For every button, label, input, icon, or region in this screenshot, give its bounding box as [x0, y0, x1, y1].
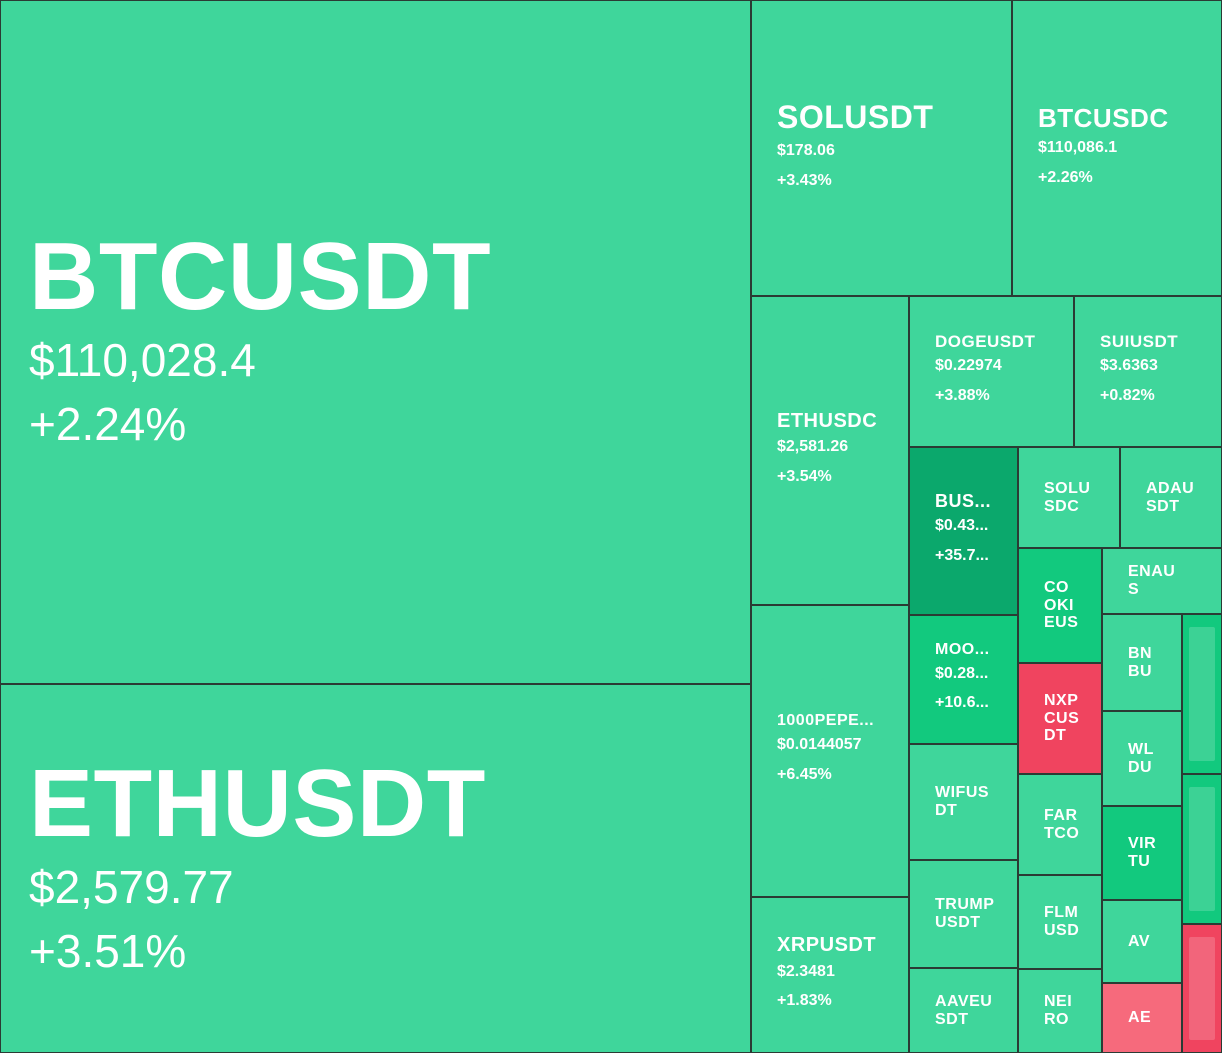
price: $0.28...	[935, 664, 989, 682]
symbol: XRPUSDT	[777, 934, 877, 957]
symbol: NXPCUSDT	[1044, 691, 1080, 745]
symbol: SOLUSDT	[777, 99, 934, 136]
tile: AV	[1102, 900, 1182, 983]
symbol: COOKIEUS	[1044, 578, 1079, 632]
price: $2,581.26	[777, 438, 849, 456]
tile: SUIUSDT $3.6363 +0.82%	[1074, 296, 1222, 447]
symbol: TRUMPUSDT	[935, 896, 995, 931]
symbol: WLDU	[1128, 740, 1154, 776]
tile: BTCUSDC $110,086.1 +2.26%	[1012, 0, 1222, 296]
symbol: MOO...	[935, 640, 990, 658]
tile: COOKIEUS	[1018, 548, 1102, 663]
symbol: ADAUSDT	[1146, 479, 1195, 515]
change: +3.88%	[935, 387, 990, 405]
symbol: DOGEUSDT	[935, 332, 1036, 352]
change: +1.83%	[777, 992, 832, 1010]
price: $110,028.4	[29, 334, 256, 386]
change: +3.54%	[777, 467, 832, 485]
change: +0.82%	[1100, 387, 1155, 405]
symbol: AE	[1128, 1009, 1152, 1027]
symbol: WIFUSDT	[935, 784, 990, 819]
tile: FLMUSD	[1018, 875, 1102, 969]
tile: BNBU	[1102, 614, 1182, 711]
price: $110,086.1	[1038, 138, 1118, 156]
symbol: AV	[1128, 932, 1151, 950]
symbol: ENAUS	[1128, 563, 1176, 598]
tile: BUS... $0.43... +35.7...	[909, 447, 1018, 615]
tile: ETHUSDC $2,581.26 +3.54%	[751, 296, 909, 605]
symbol: SOLUSDC	[1044, 479, 1091, 515]
price: $3.6363	[1100, 357, 1158, 375]
symbol: FLMUSD	[1044, 904, 1080, 939]
tile: NEIRO	[1018, 969, 1102, 1053]
price: $2,579.77	[29, 860, 234, 913]
price: $178.06	[777, 142, 835, 160]
tile: BTCUSDT $110,028.4 +2.24%	[0, 0, 751, 684]
tile: ENAUS	[1102, 548, 1222, 614]
tile	[1182, 774, 1222, 924]
price: $0.0144057	[777, 736, 862, 754]
symbol: VIRTU	[1128, 835, 1157, 870]
tile: NXPCUSDT	[1018, 663, 1102, 774]
change: +6.45%	[777, 765, 832, 783]
change: +2.26%	[1038, 168, 1093, 186]
change: +2.24%	[29, 398, 187, 451]
symbol: BTCUSDC	[1038, 102, 1169, 133]
tile: MOO... $0.28... +10.6...	[909, 615, 1018, 744]
tile: VIRTU	[1102, 806, 1182, 900]
symbol: BNBU	[1128, 644, 1153, 680]
change: +10.6...	[935, 694, 989, 712]
tile-inner	[1189, 787, 1215, 911]
tile: WIFUSDT	[909, 744, 1018, 860]
tile: AE	[1102, 983, 1182, 1053]
symbol: BUS...	[935, 491, 992, 512]
symbol: FARTCO	[1044, 806, 1080, 842]
symbol: BTCUSDT	[29, 223, 492, 331]
tile: SOLUSDC	[1018, 447, 1120, 548]
tile: WLDU	[1102, 711, 1182, 806]
tile: ADAUSDT	[1120, 447, 1222, 548]
change: +35.7...	[935, 547, 989, 565]
symbol: SUIUSDT	[1100, 332, 1179, 352]
symbol: NEIRO	[1044, 993, 1073, 1028]
tile: AAVEUSDT	[909, 968, 1018, 1053]
tile-inner	[1189, 627, 1215, 761]
tile: TRUMPUSDT	[909, 860, 1018, 968]
tile: FARTCO	[1018, 774, 1102, 875]
tile: XRPUSDT $2.3481 +1.83%	[751, 897, 909, 1053]
symbol: 1000PEPE...	[777, 712, 875, 730]
tile	[1182, 614, 1222, 774]
tile: 1000PEPE... $0.0144057 +6.45%	[751, 605, 909, 897]
symbol: ETHUSDC	[777, 409, 878, 432]
symbol: AAVEUSDT	[935, 992, 993, 1028]
change: +3.51%	[29, 924, 187, 977]
tile-inner	[1189, 937, 1215, 1040]
price: $2.3481	[777, 962, 835, 980]
symbol: ETHUSDT	[29, 749, 486, 857]
tile: SOLUSDT $178.06 +3.43%	[751, 0, 1012, 296]
tile: ETHUSDT $2,579.77 +3.51%	[0, 684, 751, 1053]
tile	[1182, 924, 1222, 1053]
change: +3.43%	[777, 171, 832, 189]
price: $0.43...	[935, 517, 989, 535]
price: $0.22974	[935, 357, 1002, 375]
tile: DOGEUSDT $0.22974 +3.88%	[909, 296, 1074, 447]
